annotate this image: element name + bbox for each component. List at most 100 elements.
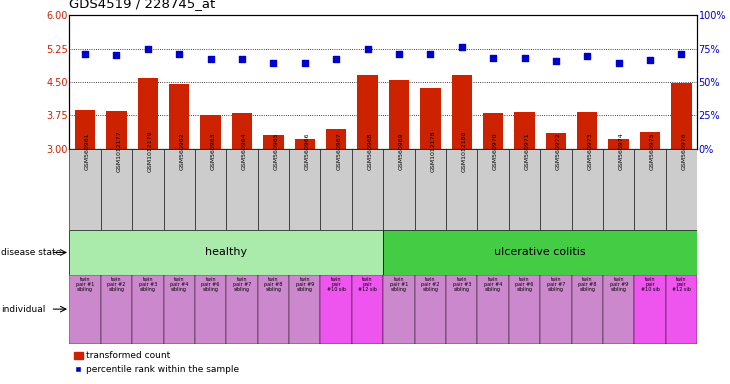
Text: twin
pair #8
sibling: twin pair #8 sibling: [578, 276, 596, 291]
Text: GSM1012177: GSM1012177: [116, 130, 121, 172]
Point: [173, 51, 185, 58]
FancyBboxPatch shape: [540, 149, 572, 230]
Text: GSM560971: GSM560971: [524, 132, 529, 170]
FancyBboxPatch shape: [164, 149, 195, 230]
FancyBboxPatch shape: [477, 275, 509, 344]
FancyBboxPatch shape: [320, 149, 352, 230]
Text: GSM560964: GSM560964: [242, 132, 247, 170]
FancyBboxPatch shape: [258, 275, 289, 344]
Text: GSM560962: GSM560962: [179, 132, 184, 170]
Text: twin
pair #3
sibling: twin pair #3 sibling: [453, 276, 471, 291]
Text: twin
pair #7
sibling: twin pair #7 sibling: [233, 276, 251, 291]
Bar: [609, 139, 629, 149]
Point: [581, 53, 593, 59]
Bar: [672, 83, 691, 149]
Bar: [389, 80, 409, 149]
FancyBboxPatch shape: [509, 275, 540, 344]
Text: twin
pair #6
sibling: twin pair #6 sibling: [515, 276, 534, 291]
Point: [236, 56, 247, 62]
Bar: [420, 88, 440, 149]
FancyBboxPatch shape: [446, 275, 477, 344]
Text: twin
pair #4
sibling: twin pair #4 sibling: [170, 276, 188, 291]
FancyBboxPatch shape: [320, 275, 352, 344]
Bar: [264, 135, 283, 149]
Text: healthy: healthy: [205, 247, 247, 258]
FancyBboxPatch shape: [666, 275, 697, 344]
Text: GSM560975: GSM560975: [650, 132, 655, 170]
FancyBboxPatch shape: [415, 275, 446, 344]
FancyBboxPatch shape: [101, 275, 132, 344]
Text: twin
pair
#10 sib: twin pair #10 sib: [641, 276, 659, 291]
Bar: [546, 133, 566, 149]
Point: [644, 57, 656, 63]
FancyBboxPatch shape: [195, 275, 226, 344]
Text: GSM560973: GSM560973: [587, 132, 592, 170]
FancyBboxPatch shape: [69, 149, 101, 230]
FancyBboxPatch shape: [289, 149, 320, 230]
FancyBboxPatch shape: [572, 275, 603, 344]
Point: [204, 56, 216, 62]
Text: twin
pair #1
sibling: twin pair #1 sibling: [76, 276, 94, 291]
Point: [425, 51, 437, 57]
Text: twin
pair
#12 sib: twin pair #12 sib: [672, 276, 691, 291]
Bar: [138, 78, 158, 149]
FancyBboxPatch shape: [352, 149, 383, 230]
FancyBboxPatch shape: [69, 275, 101, 344]
FancyBboxPatch shape: [415, 149, 446, 230]
FancyBboxPatch shape: [383, 149, 415, 230]
Point: [456, 44, 468, 50]
Text: GSM560976: GSM560976: [681, 132, 686, 170]
Text: GSM560968: GSM560968: [367, 132, 372, 170]
Bar: [201, 115, 220, 149]
FancyBboxPatch shape: [383, 230, 697, 275]
Text: twin
pair #2
sibling: twin pair #2 sibling: [107, 276, 126, 291]
Point: [79, 51, 91, 57]
Bar: [75, 109, 95, 149]
Text: GSM560965: GSM560965: [273, 132, 278, 170]
Bar: [577, 112, 597, 149]
FancyBboxPatch shape: [634, 149, 666, 230]
Text: GSM1012180: GSM1012180: [462, 131, 466, 172]
FancyBboxPatch shape: [195, 149, 226, 230]
Bar: [107, 111, 126, 149]
Point: [267, 60, 279, 66]
Point: [488, 55, 499, 61]
FancyBboxPatch shape: [289, 275, 320, 344]
Text: individual: individual: [1, 305, 46, 314]
Point: [612, 60, 624, 66]
Text: GSM560972: GSM560972: [556, 132, 561, 170]
FancyBboxPatch shape: [509, 149, 540, 230]
Text: GDS4519 / 228745_at: GDS4519 / 228745_at: [69, 0, 215, 10]
FancyBboxPatch shape: [69, 230, 383, 275]
FancyBboxPatch shape: [132, 275, 164, 344]
Text: twin
pair
#10 sib: twin pair #10 sib: [327, 276, 345, 291]
Point: [518, 55, 530, 61]
Text: twin
pair #9
sibling: twin pair #9 sibling: [610, 276, 628, 291]
FancyBboxPatch shape: [572, 149, 603, 230]
Point: [142, 46, 153, 52]
Legend: transformed count, percentile rank within the sample: transformed count, percentile rank withi…: [70, 348, 243, 377]
FancyBboxPatch shape: [446, 149, 477, 230]
Text: twin
pair #3
sibling: twin pair #3 sibling: [139, 276, 157, 291]
Text: GSM560967: GSM560967: [336, 132, 341, 170]
Text: twin
pair #6
sibling: twin pair #6 sibling: [201, 276, 220, 291]
FancyBboxPatch shape: [603, 275, 634, 344]
Text: GSM560969: GSM560969: [399, 132, 404, 170]
Point: [675, 51, 687, 57]
Point: [361, 46, 373, 52]
Point: [110, 52, 122, 58]
Bar: [452, 75, 472, 149]
FancyBboxPatch shape: [603, 149, 634, 230]
FancyBboxPatch shape: [164, 275, 195, 344]
Text: twin
pair #8
sibling: twin pair #8 sibling: [264, 276, 283, 291]
Text: GSM560963: GSM560963: [210, 132, 215, 170]
FancyBboxPatch shape: [634, 275, 666, 344]
FancyBboxPatch shape: [477, 149, 509, 230]
FancyBboxPatch shape: [101, 149, 132, 230]
Bar: [483, 113, 503, 149]
Text: GSM560961: GSM560961: [85, 132, 90, 170]
Bar: [169, 84, 189, 149]
Bar: [232, 113, 252, 149]
Bar: [358, 75, 377, 149]
Text: twin
pair #1
sibling: twin pair #1 sibling: [390, 276, 408, 291]
